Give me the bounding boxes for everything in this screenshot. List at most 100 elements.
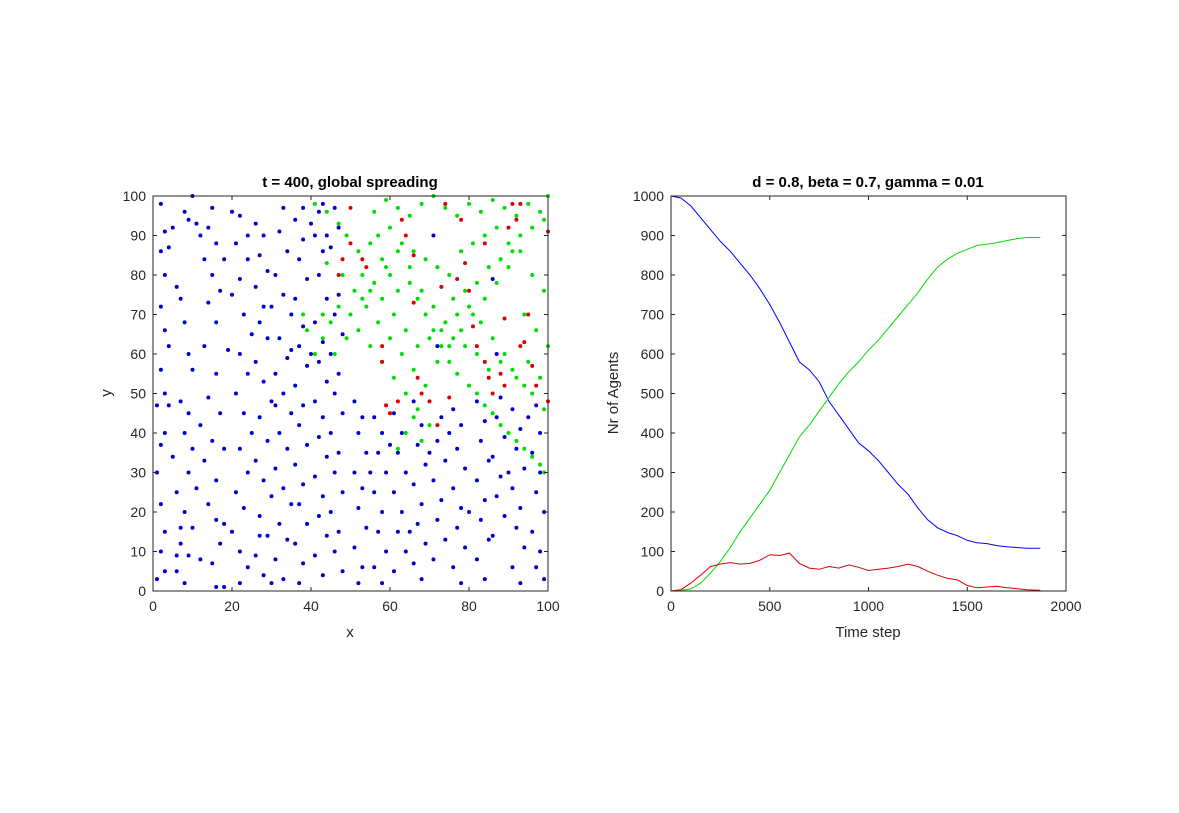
data-point	[384, 549, 389, 554]
data-point	[538, 549, 543, 554]
data-point	[281, 391, 286, 396]
data-point	[174, 569, 179, 574]
data-point	[510, 249, 515, 254]
data-point	[305, 442, 310, 447]
data-point	[502, 352, 507, 356]
data-point	[277, 431, 282, 435]
data-point	[281, 205, 286, 210]
y-tick-label: 40	[130, 425, 146, 441]
data-point	[297, 344, 302, 349]
data-point	[301, 561, 306, 566]
data-point	[391, 569, 396, 574]
data-point	[455, 371, 460, 376]
data-point	[301, 324, 306, 329]
data-point	[443, 458, 448, 463]
data-point	[273, 273, 278, 277]
data-point	[518, 233, 523, 238]
data-point	[182, 320, 187, 325]
data-point	[419, 577, 424, 582]
data-point	[253, 553, 258, 558]
data-point	[526, 201, 531, 206]
data-point	[202, 458, 207, 463]
data-point	[435, 359, 440, 364]
data-point	[372, 209, 377, 214]
data-point	[474, 391, 479, 396]
data-point	[534, 328, 539, 333]
data-point	[178, 525, 183, 530]
data-point	[482, 403, 487, 408]
data-point	[502, 383, 507, 388]
data-point	[285, 537, 290, 542]
data-point	[435, 423, 440, 428]
data-point	[170, 454, 175, 459]
data-point	[542, 217, 547, 222]
data-point	[210, 561, 215, 566]
data-point	[210, 205, 215, 210]
scatter-points	[154, 194, 550, 590]
data-point	[538, 431, 543, 435]
data-point	[474, 280, 479, 285]
line-title: d = 0.8, beta = 0.7, gamma = 0.01	[752, 174, 983, 191]
scatter-title: t = 400, global spreading	[262, 174, 437, 191]
y-tick-label: 90	[130, 228, 146, 244]
data-point	[281, 486, 286, 491]
data-point	[395, 529, 400, 534]
data-point	[265, 438, 270, 443]
data-point	[482, 241, 487, 246]
line-y-label: Nr of Agents	[605, 352, 622, 435]
data-point	[222, 257, 227, 262]
data-point	[451, 486, 456, 491]
data-point	[301, 205, 306, 210]
data-point	[459, 423, 464, 428]
data-point	[340, 273, 345, 277]
data-point	[403, 391, 408, 396]
data-point	[490, 336, 495, 341]
data-point	[269, 494, 274, 499]
data-point	[435, 344, 440, 349]
data-point	[494, 415, 499, 420]
y-tick-label: 400	[641, 425, 665, 441]
data-point	[518, 344, 523, 349]
data-point	[348, 241, 353, 246]
data-point	[467, 383, 471, 388]
data-point	[332, 312, 337, 317]
data-point	[320, 415, 325, 420]
data-point	[494, 352, 499, 356]
data-point	[514, 438, 519, 443]
data-point	[403, 431, 408, 435]
data-point	[411, 482, 416, 487]
data-point	[376, 450, 381, 455]
data-point	[166, 403, 171, 408]
data-point	[423, 383, 428, 388]
data-point	[316, 209, 321, 214]
data-point	[403, 470, 408, 475]
data-point	[320, 312, 325, 317]
data-point	[474, 557, 479, 562]
data-point	[336, 221, 341, 226]
data-point	[486, 367, 491, 372]
data-point	[218, 411, 223, 416]
data-point	[312, 474, 317, 479]
data-point	[451, 336, 456, 341]
data-point	[289, 502, 294, 507]
data-point	[498, 371, 503, 376]
data-point	[360, 486, 365, 491]
data-point	[459, 249, 464, 254]
data-point	[198, 423, 203, 428]
data-point	[230, 529, 234, 534]
data-point	[443, 201, 448, 206]
data-point	[218, 288, 223, 293]
data-point	[190, 525, 195, 530]
data-point	[360, 415, 365, 420]
data-point	[328, 320, 333, 325]
data-point	[241, 411, 246, 416]
data-point	[230, 292, 234, 297]
y-tick-label: 600	[641, 346, 665, 362]
data-point	[305, 328, 310, 333]
data-point	[154, 577, 159, 582]
data-point	[431, 233, 436, 238]
data-point	[427, 450, 432, 455]
data-point	[261, 304, 266, 309]
data-point	[210, 438, 215, 443]
data-point	[340, 569, 345, 574]
